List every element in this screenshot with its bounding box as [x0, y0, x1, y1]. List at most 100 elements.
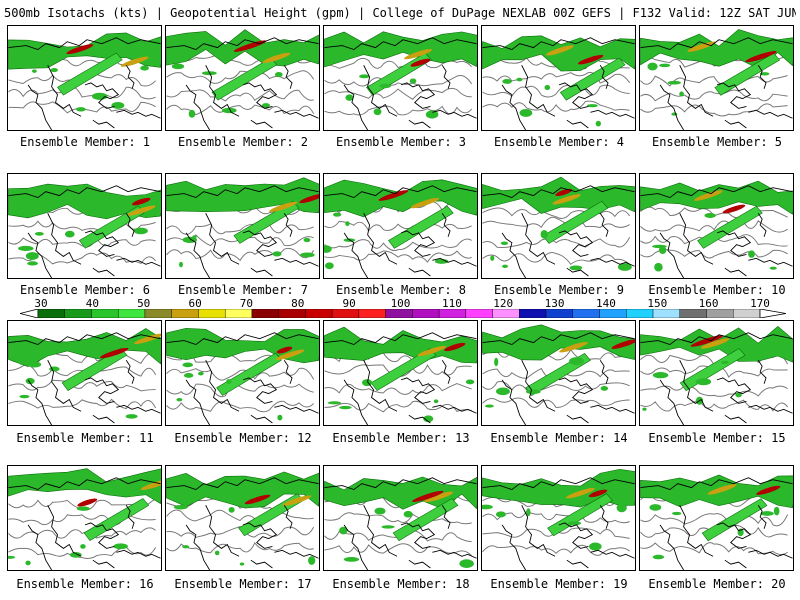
- coastline: [679, 505, 714, 557]
- isotach-blob: [672, 511, 682, 516]
- isotach-blob: [647, 62, 658, 71]
- jet-stream-band: [8, 468, 161, 505]
- ensemble-member-label: Ensemble Member: 11: [16, 431, 154, 445]
- isotach-blob: [773, 506, 780, 516]
- coastline: [408, 414, 431, 424]
- isotach-blob: [25, 560, 31, 566]
- coastline: [640, 477, 793, 491]
- height-contour: [8, 237, 156, 248]
- coastline: [679, 360, 714, 412]
- coastline: [521, 213, 556, 265]
- isotach-blob: [704, 213, 716, 218]
- isotach-blob: [18, 245, 34, 252]
- isotach-blob: [720, 360, 729, 365]
- isotach-blob: [176, 398, 183, 402]
- coastline: [640, 185, 793, 199]
- wind-core: [687, 41, 716, 52]
- isotach-blob: [769, 266, 777, 270]
- isotach-blob: [80, 544, 86, 549]
- isotach-blob: [188, 109, 196, 118]
- coastline: [324, 185, 477, 199]
- wind-core: [282, 495, 312, 506]
- coastline: [441, 65, 451, 89]
- coastline: [724, 267, 747, 277]
- coastline: [521, 505, 556, 557]
- jet-stream-band: [8, 328, 161, 367]
- colorbar-tick-label: 150: [647, 297, 668, 310]
- isotach-blob: [274, 72, 283, 78]
- isotach-blob: [695, 378, 712, 386]
- colorbar-tick-label: 30: [34, 297, 48, 310]
- height-contour: [8, 85, 156, 100]
- ensemble-member-map-12: [165, 320, 320, 426]
- jet-streak: [233, 200, 300, 244]
- wind-core: [299, 193, 319, 204]
- coastline: [8, 185, 161, 199]
- isotach-blob: [359, 74, 370, 79]
- wind-core: [66, 44, 94, 55]
- height-contour: [166, 89, 314, 102]
- isotach-blob: [567, 521, 582, 526]
- height-contour: [8, 379, 156, 392]
- height-contour: [482, 71, 631, 84]
- coastline: [482, 185, 635, 199]
- coastline: [724, 119, 747, 129]
- coastline: [748, 549, 793, 559]
- isotach-blob: [182, 545, 190, 549]
- isotach-blob: [595, 120, 601, 127]
- height-contour: [324, 512, 472, 525]
- wind-core: [410, 58, 431, 67]
- colorbar-swatch: [519, 309, 547, 318]
- ensemble-member-label: Ensemble Member: 10: [648, 283, 786, 297]
- coastline: [283, 505, 293, 529]
- isotach-blob: [374, 507, 386, 515]
- height-contour: [324, 105, 473, 116]
- ensemble-member-map-20: [639, 465, 794, 571]
- coastline: [242, 82, 278, 109]
- coastline: [8, 477, 161, 491]
- isotach-blob: [652, 372, 669, 379]
- coastline: [185, 84, 211, 130]
- ensemble-member-label: Ensemble Member: 9: [493, 283, 625, 297]
- coastline: [716, 377, 752, 404]
- isotach-field: [640, 474, 793, 570]
- isotach-blob: [308, 556, 316, 565]
- wind-core: [577, 54, 604, 65]
- isotach-blob: [362, 379, 373, 387]
- ensemble-member-map-3: [323, 25, 478, 131]
- isotach-field: [482, 35, 635, 130]
- isotach-blob: [760, 511, 774, 516]
- colorbar-tick-label: 130: [544, 297, 565, 310]
- wind-core: [269, 201, 298, 213]
- isotach-blob: [27, 261, 38, 266]
- isotach-blob: [482, 504, 493, 510]
- isotach-blob: [75, 107, 86, 112]
- ensemble-member-map-17: [165, 465, 320, 571]
- jet-streak: [547, 493, 613, 537]
- coastline: [679, 65, 714, 117]
- coastline: [185, 524, 211, 570]
- coastline: [343, 524, 369, 570]
- isotach-blob: [8, 555, 16, 559]
- ensemble-member-label: Ensemble Member: 2: [177, 135, 309, 149]
- isotach-field: [8, 32, 161, 130]
- isotach-blob: [64, 230, 75, 238]
- height-contour: [640, 103, 788, 117]
- height-contour: [166, 247, 315, 262]
- colorbar-tick-label: 170: [750, 297, 770, 310]
- coastline: [205, 65, 240, 117]
- isotach-blob: [459, 559, 474, 568]
- isotach-blob: [332, 212, 342, 217]
- coastline: [27, 379, 53, 425]
- ensemble-member-map-16: [7, 465, 162, 571]
- isotach-blob: [182, 362, 194, 368]
- coastline: [283, 360, 293, 384]
- coastline: [748, 257, 793, 267]
- jet-stream-band: [482, 468, 635, 508]
- wind-core: [410, 197, 440, 209]
- ensemble-member-label: Ensemble Member: 7: [177, 283, 309, 297]
- isotach-blob: [589, 542, 602, 551]
- coastline: [482, 477, 635, 491]
- wind-core: [756, 485, 781, 495]
- isotach-blob: [173, 504, 188, 510]
